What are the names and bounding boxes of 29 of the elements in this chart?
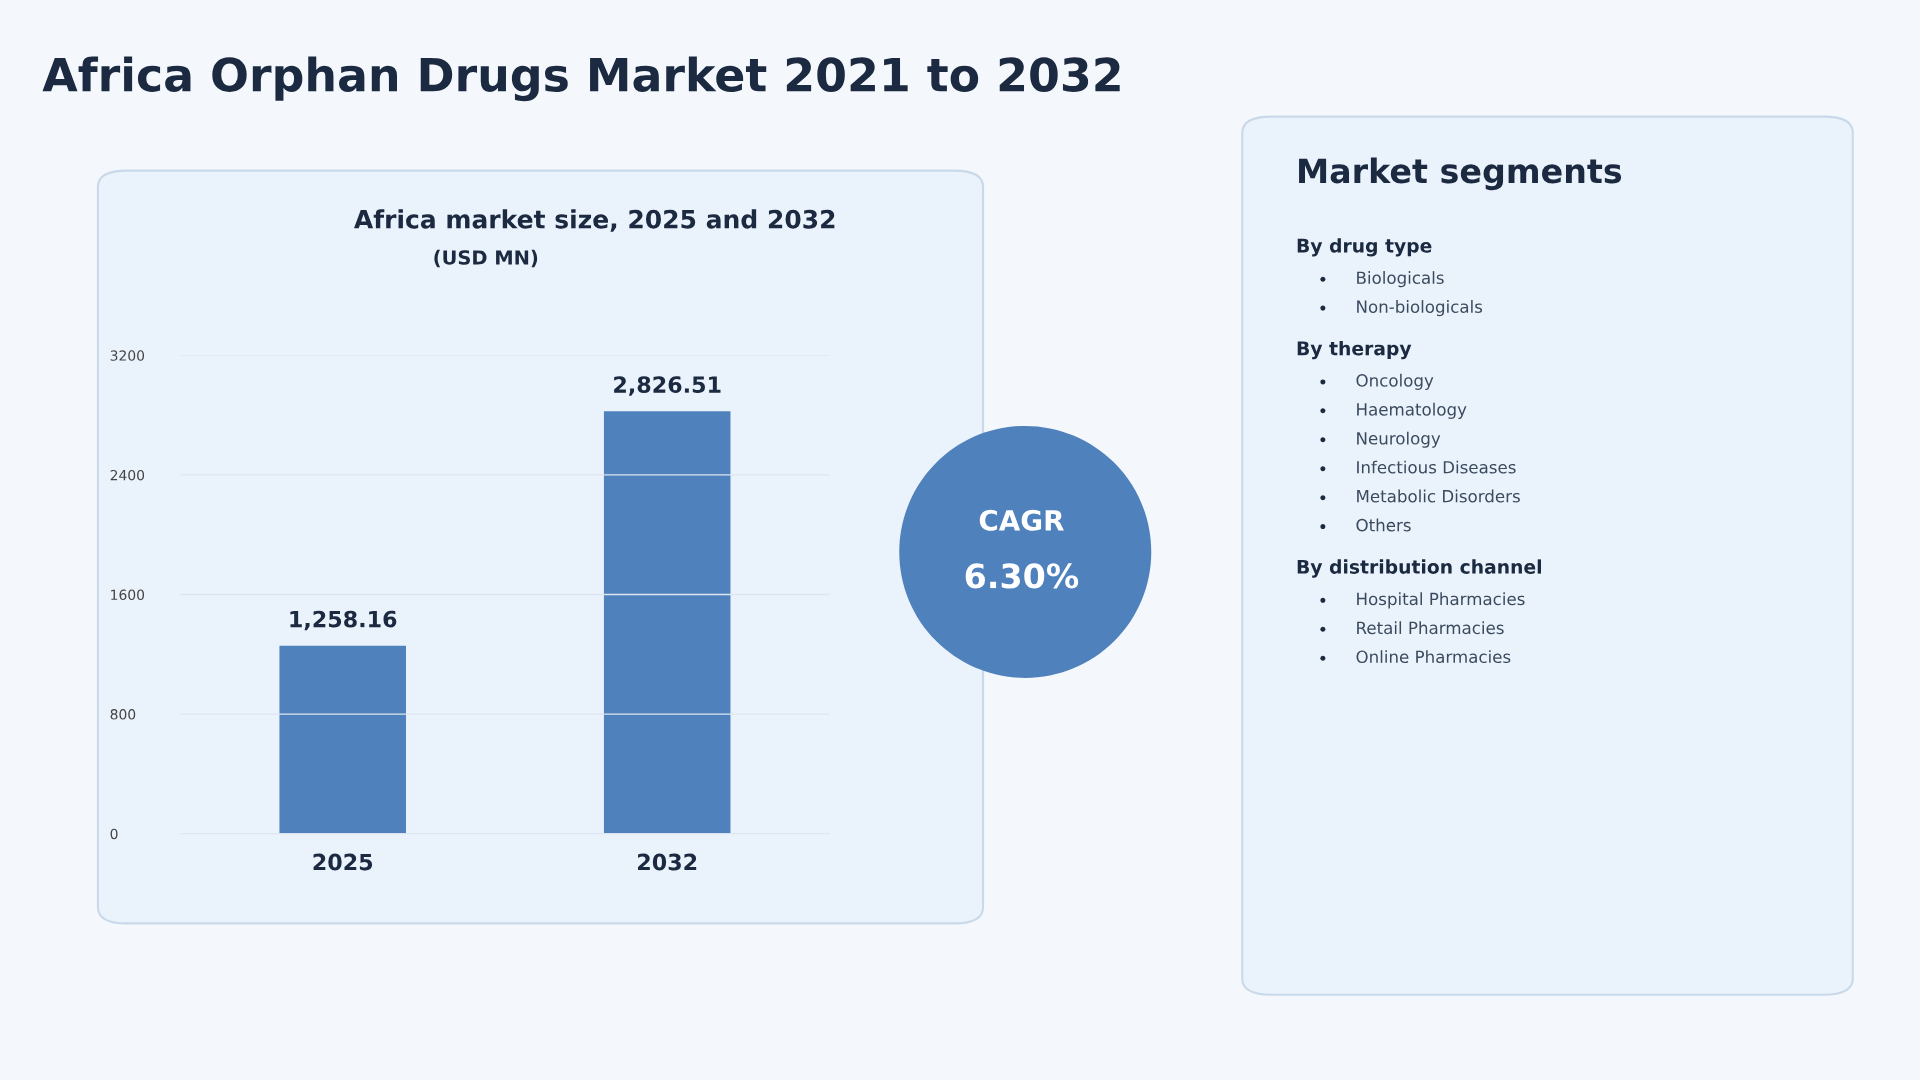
text: 6.30% (965, 563, 1079, 589)
y-tick-label: 800 (110, 709, 136, 720)
text: Haematology (1357, 402, 1467, 419)
y-tick-label: 2400 (110, 469, 145, 481)
x-tick-label: 2025 (313, 853, 373, 871)
text: Africa Orphan Drugs Market 2021 to 2032 (42, 56, 1120, 102)
chart-subtitle: (USD MN) (434, 249, 538, 268)
text: By distribution channel (1297, 559, 1541, 578)
data-label: 1,258.16 (290, 610, 397, 631)
text: Others (1356, 518, 1411, 532)
text: Oncology (1356, 373, 1434, 390)
text: Hospital Pharmacies (1357, 592, 1525, 609)
text: Online Pharmacies (1356, 650, 1511, 664)
y-tick-label: 1600 (111, 589, 145, 601)
text: By therapy (1297, 340, 1412, 360)
text: Biologicals (1357, 271, 1444, 288)
y-tick-label: 3200 (110, 350, 145, 361)
chart-title: Africa market size, 2025 and 2032 (354, 209, 835, 232)
text: Infectious Diseases (1357, 460, 1516, 474)
text: Retail Pharmacies (1357, 621, 1504, 635)
text: Metabolic Disorders (1357, 489, 1520, 503)
y-tick-label: 0 (110, 828, 118, 840)
text: Market segments (1299, 157, 1622, 191)
text: CAGR (979, 509, 1064, 531)
data-label: 2,826.51 (614, 376, 721, 396)
text: By drug type (1297, 238, 1432, 257)
text: Non-biologicals (1357, 300, 1483, 317)
x-tick-label: 2032 (638, 853, 697, 871)
text: Neurology (1357, 431, 1441, 448)
